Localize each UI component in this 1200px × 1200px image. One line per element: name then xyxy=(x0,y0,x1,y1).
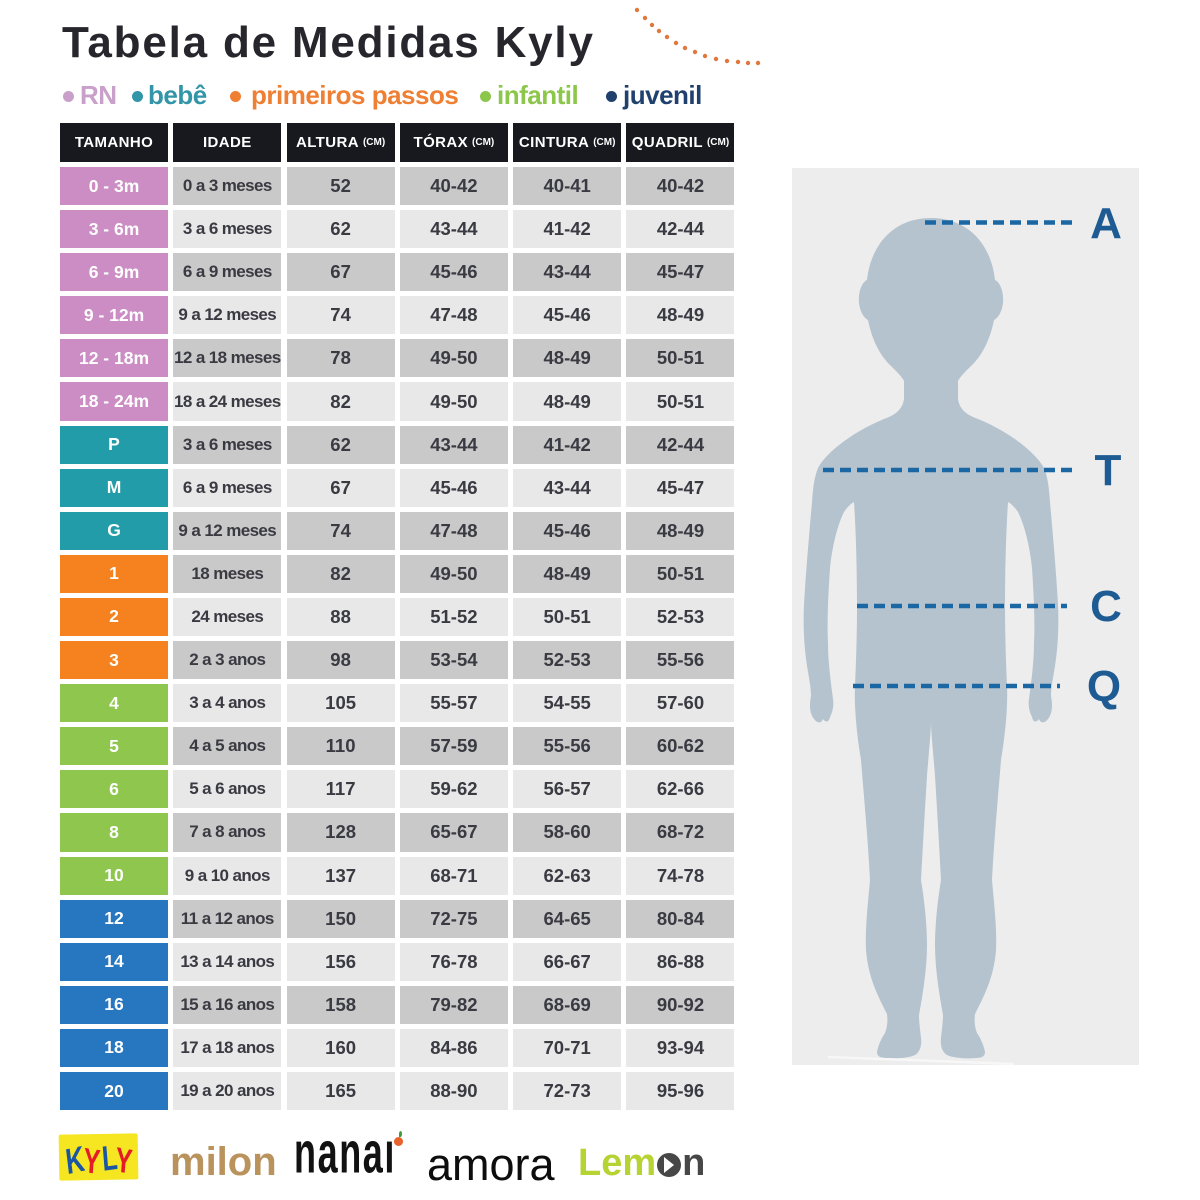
svg-text:C: C xyxy=(1090,582,1122,631)
svg-text:T: T xyxy=(1095,446,1122,495)
svg-text:A: A xyxy=(1090,199,1122,248)
svg-text:Q: Q xyxy=(1087,662,1121,711)
